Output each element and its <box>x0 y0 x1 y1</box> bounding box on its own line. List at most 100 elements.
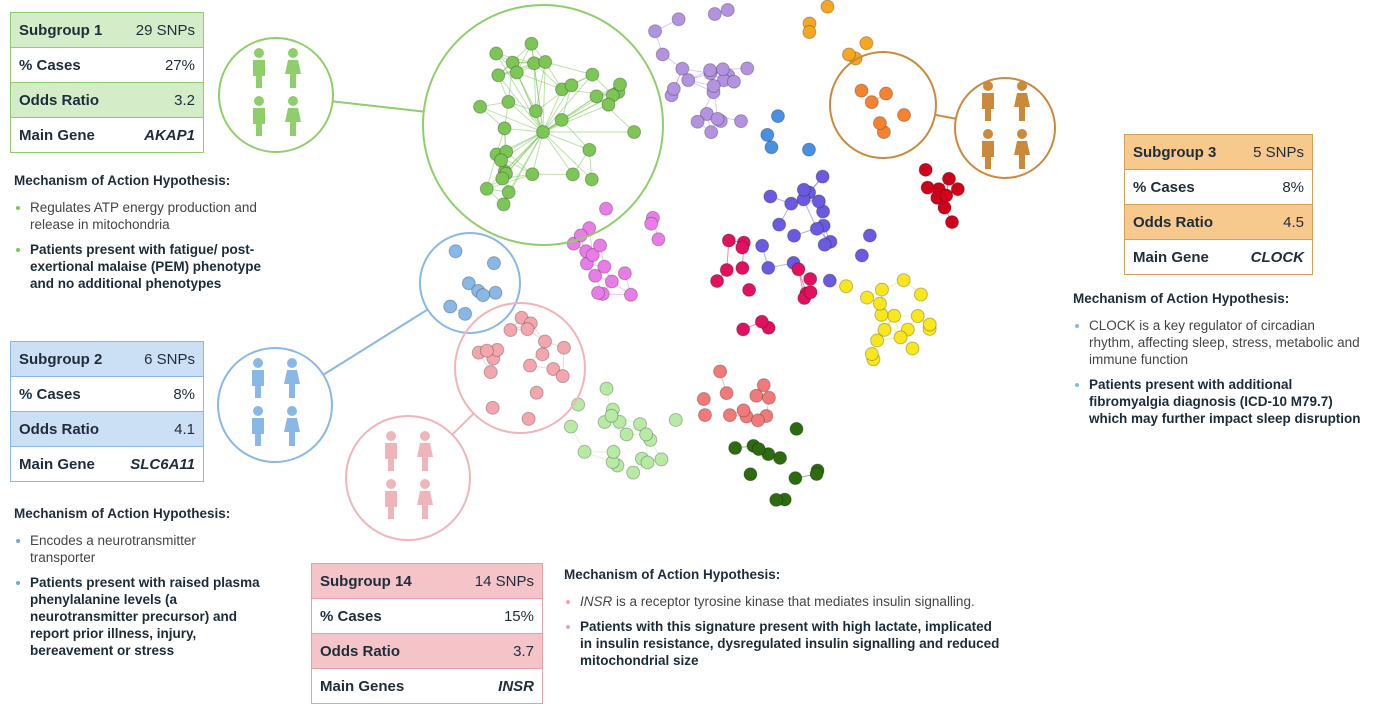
node <box>503 323 518 338</box>
node <box>941 171 956 186</box>
table-row: Odds Ratio 4.5 <box>1124 204 1314 240</box>
bullet-dot <box>1075 324 1079 328</box>
node <box>648 24 663 39</box>
node <box>597 259 612 274</box>
body <box>284 370 300 398</box>
node <box>697 408 712 423</box>
edge <box>506 131 544 153</box>
node <box>699 106 714 121</box>
bullet-text: Encodes a neurotransmitter transporter <box>30 533 196 565</box>
people-circle <box>217 347 333 463</box>
connector <box>451 412 475 436</box>
nodes <box>443 0 965 507</box>
node <box>443 299 458 314</box>
bullet-dot <box>16 539 20 543</box>
node <box>864 95 879 110</box>
hypothesis: Mechanism of Action Hypothesis: Encodes a… <box>14 505 264 667</box>
edge <box>516 72 544 133</box>
magnifier <box>829 51 937 159</box>
magnifier <box>454 302 586 434</box>
head <box>288 48 298 58</box>
node <box>668 412 683 427</box>
node <box>577 444 592 459</box>
table-row: Main Gene SLC6A11 <box>9 446 204 482</box>
hypothesis-title: Mechanism of Action Hypothesis: <box>14 173 231 188</box>
node <box>713 364 728 379</box>
table-row: % Cases 27% <box>10 47 205 83</box>
edge <box>516 72 563 90</box>
edge <box>542 131 590 151</box>
node <box>720 3 735 18</box>
row-label: Odds Ratio <box>10 82 121 118</box>
row-value: 29 SNPs <box>120 12 205 48</box>
edge <box>542 104 609 133</box>
body <box>1014 93 1030 121</box>
node <box>950 182 965 197</box>
node <box>841 47 856 62</box>
node <box>870 333 885 348</box>
node <box>802 25 817 40</box>
person-icon <box>982 81 994 121</box>
edge <box>495 53 544 133</box>
row-label: % Cases <box>311 598 448 634</box>
node <box>509 65 524 80</box>
node <box>922 317 937 332</box>
body <box>252 418 264 446</box>
node <box>913 287 928 302</box>
people-circle <box>218 37 334 153</box>
person-icon <box>1014 81 1030 121</box>
node <box>809 467 824 482</box>
node <box>585 248 600 263</box>
node <box>860 290 875 305</box>
row-label: Subgroup 3 <box>1124 134 1236 170</box>
row-value: INSR <box>447 668 544 704</box>
node <box>945 215 960 230</box>
node <box>733 114 748 129</box>
node <box>476 288 491 303</box>
node <box>496 197 511 212</box>
node <box>772 217 787 232</box>
edge <box>542 131 574 175</box>
node <box>811 194 826 209</box>
row-value: 3.2 <box>120 82 205 118</box>
bullet-dot <box>566 625 570 629</box>
node <box>591 285 606 300</box>
bullet-text: Patients with this signature present wit… <box>580 619 1000 668</box>
body <box>1014 141 1030 169</box>
node <box>735 240 750 255</box>
row-value: CLOCK <box>1235 239 1314 275</box>
row-value: 27% <box>120 47 205 83</box>
node <box>655 47 670 62</box>
node <box>755 238 770 253</box>
table-row: % Cases 15% <box>311 598 544 634</box>
bullet-text: Patients present with additional fibromy… <box>1089 377 1361 426</box>
node <box>501 94 516 109</box>
node <box>627 125 642 140</box>
body <box>982 141 994 169</box>
edge <box>535 61 546 112</box>
node <box>719 263 734 278</box>
table-row: Main Gene AKAP1 <box>10 117 205 153</box>
bullet-text: CLOCK is a key regulator of circadian rh… <box>1089 318 1360 367</box>
node <box>715 62 730 77</box>
table-row: Subgroup 1 29 SNPs <box>10 12 205 48</box>
table-row: Odds Ratio 4.1 <box>9 411 204 447</box>
node <box>585 67 600 82</box>
node <box>742 282 757 297</box>
node <box>809 221 824 236</box>
node <box>721 233 736 248</box>
node <box>479 181 494 196</box>
node <box>939 188 954 203</box>
bullet-text: Patients present with fatigue/ post- exe… <box>30 242 262 291</box>
head <box>287 406 297 416</box>
node <box>448 244 463 259</box>
body <box>252 370 264 398</box>
node <box>719 386 734 401</box>
node <box>565 167 580 182</box>
row-value: 6 SNPs <box>116 341 204 377</box>
node <box>623 287 638 302</box>
node <box>604 274 619 289</box>
